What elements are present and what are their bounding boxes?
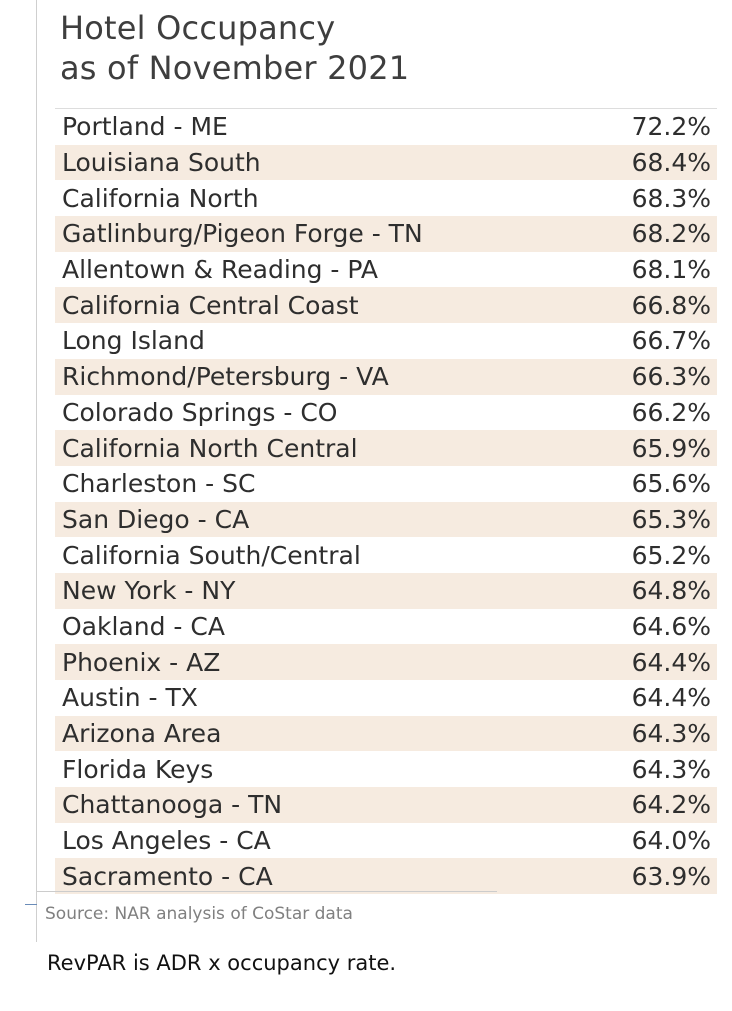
market-name: Sacramento - CA xyxy=(62,861,273,891)
occupancy-table: Portland - ME 72.2% Louisiana South 68.4% Ca… xyxy=(55,108,717,895)
table-row: Allentown & Reading - PA 68.1% xyxy=(55,252,717,288)
occupancy-value: 65.6% xyxy=(631,469,711,499)
occupancy-value: 68.2% xyxy=(631,219,711,249)
table-row: New York - NY 64.8% xyxy=(55,572,717,609)
left-border-line xyxy=(36,0,37,942)
market-name: California Central Coast xyxy=(62,290,359,320)
table-row: California Central Coast 66.8% xyxy=(55,287,717,324)
table-row: Louisiana South 68.4% xyxy=(55,144,717,181)
table-row: Arizona Area 64.3% xyxy=(55,715,717,752)
market-name: California North Central xyxy=(62,433,358,463)
occupancy-value: 65.9% xyxy=(631,433,711,463)
title-line-1: Hotel Occupancy xyxy=(60,9,336,47)
market-name: Austin - TX xyxy=(62,683,198,713)
occupancy-value: 63.9% xyxy=(631,861,711,891)
market-name: Phoenix - AZ xyxy=(62,647,221,677)
source-marker xyxy=(25,904,37,905)
table-row: Colorado Springs - CO 66.2% xyxy=(55,395,717,431)
occupancy-value: 66.2% xyxy=(631,397,711,427)
occupancy-value: 64.2% xyxy=(631,790,711,820)
occupancy-value: 66.7% xyxy=(631,326,711,356)
table-row: Portland - ME 72.2% xyxy=(55,109,717,145)
occupancy-value: 72.2% xyxy=(631,112,711,142)
table-row: Florida Keys 64.3% xyxy=(55,751,717,787)
occupancy-value: 66.8% xyxy=(631,290,711,320)
occupancy-value: 64.0% xyxy=(631,826,711,856)
table-row: Richmond/Petersburg - VA 66.3% xyxy=(55,358,717,395)
occupancy-value: 64.8% xyxy=(631,576,711,606)
table-row: Los Angeles - CA 64.0% xyxy=(55,823,717,859)
market-name: Richmond/Petersburg - VA xyxy=(62,362,389,392)
table-row: San Diego - CA 65.3% xyxy=(55,501,717,538)
source-note: Source: NAR analysis of CoStar data xyxy=(45,904,353,924)
market-name: Florida Keys xyxy=(62,754,214,784)
occupancy-value: 64.3% xyxy=(631,754,711,784)
table-row: Austin - TX 64.4% xyxy=(55,680,717,716)
table-row: California North Central 65.9% xyxy=(55,430,717,466)
occupancy-value: 66.3% xyxy=(631,362,711,392)
title-line-2: as of November 2021 xyxy=(60,49,410,87)
market-name: Los Angeles - CA xyxy=(62,826,271,856)
market-name: Portland - ME xyxy=(62,112,228,142)
table-row: Sacramento - CA 63.9% xyxy=(55,858,717,895)
market-name: Allentown & Reading - PA xyxy=(62,255,378,285)
market-name: Charleston - SC xyxy=(62,469,256,499)
chart-title: Hotel Occupancy as of November 2021 xyxy=(60,8,660,88)
market-name: Chattanooga - TN xyxy=(62,790,283,820)
market-name: Oakland - CA xyxy=(62,611,225,641)
occupancy-value: 64.6% xyxy=(631,611,711,641)
market-name: Colorado Springs - CO xyxy=(62,397,338,427)
revpar-note: RevPAR is ADR x occupancy rate. xyxy=(47,951,397,975)
table-row: Charleston - SC 65.6% xyxy=(55,466,717,502)
market-name: Arizona Area xyxy=(62,719,222,749)
market-name: Long Island xyxy=(62,326,205,356)
table-row: California South/Central 65.2% xyxy=(55,537,717,573)
occupancy-value: 68.4% xyxy=(631,148,711,178)
occupancy-value: 65.2% xyxy=(631,540,711,570)
table-row: California North 68.3% xyxy=(55,180,717,216)
occupancy-value: 65.3% xyxy=(631,504,711,534)
occupancy-value: 64.4% xyxy=(631,647,711,677)
table-row: Phoenix - AZ 64.4% xyxy=(55,644,717,680)
table-bottom-rule xyxy=(37,891,497,892)
table-row: Long Island 66.7% xyxy=(55,323,717,359)
occupancy-value: 64.3% xyxy=(631,719,711,749)
market-name: New York - NY xyxy=(62,576,236,606)
market-name: California South/Central xyxy=(62,540,361,570)
market-name: California North xyxy=(62,183,259,213)
occupancy-value: 64.4% xyxy=(631,683,711,713)
occupancy-value: 68.1% xyxy=(631,255,711,285)
table-row: Chattanooga - TN 64.2% xyxy=(55,787,717,823)
market-name: San Diego - CA xyxy=(62,504,250,534)
occupancy-value: 68.3% xyxy=(631,183,711,213)
table-row: Gatlinburg/Pigeon Forge - TN 68.2% xyxy=(55,216,717,252)
market-name: Gatlinburg/Pigeon Forge - TN xyxy=(62,219,423,249)
table-row: Oakland - CA 64.6% xyxy=(55,609,717,645)
market-name: Louisiana South xyxy=(62,148,261,178)
